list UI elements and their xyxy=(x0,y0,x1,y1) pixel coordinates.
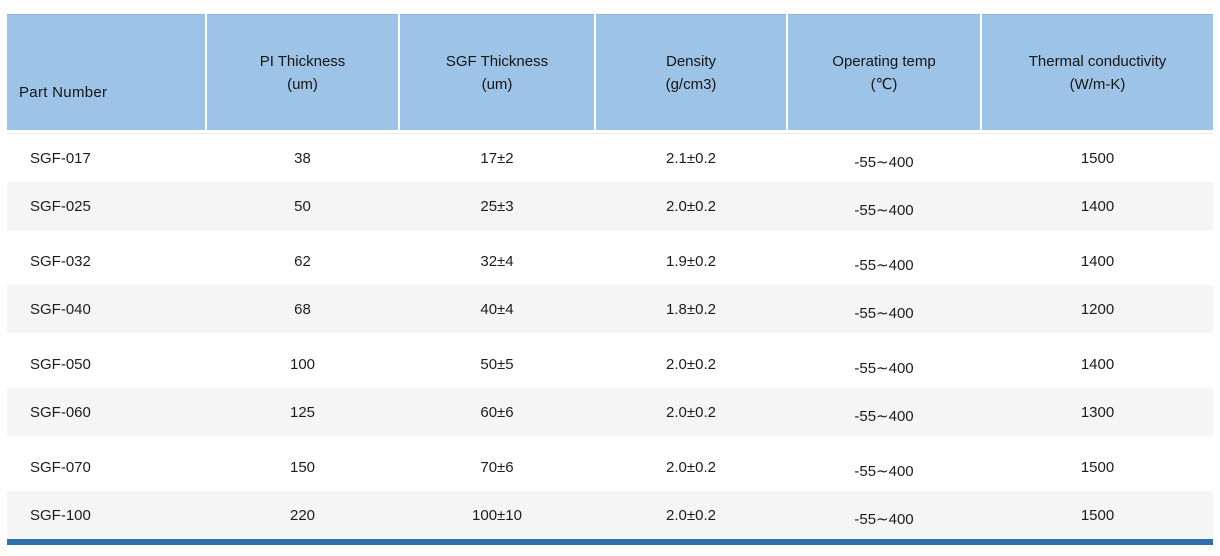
cell-thermal-conductivity: 1200 xyxy=(1080,300,1115,318)
cell-sgf-thickness: 70±6 xyxy=(480,458,514,476)
column-header-label: Density xyxy=(665,52,717,70)
cell-sgf-thickness: 17±2 xyxy=(480,149,514,167)
cell-part-number: SGF-100 xyxy=(30,506,91,524)
cell-density: 2.0±0.2 xyxy=(666,403,716,421)
cell-pi-thickness: 38 xyxy=(294,149,311,167)
column-header-unit: (um) xyxy=(481,75,513,93)
cell-pi-thickness: 62 xyxy=(294,252,311,270)
cell-operating-temp: -55∼400 xyxy=(854,511,914,528)
cell-pi-thickness: 68 xyxy=(294,300,311,318)
column-header-label: Part Number xyxy=(19,84,108,101)
column-header-unit: (W/m-K) xyxy=(1069,75,1126,93)
cell-thermal-conductivity: 1300 xyxy=(1080,403,1115,421)
cell-density: 1.8±0.2 xyxy=(666,300,716,318)
cell-pi-thickness: 50 xyxy=(294,197,311,215)
cell-part-number: SGF-025 xyxy=(30,197,91,215)
column-header-density: Density (g/cm3) xyxy=(596,14,786,130)
table-row: SGF-060 125 60±6 2.0±0.2 -55∼400 1300 xyxy=(7,388,1213,436)
cell-density: 1.9±0.2 xyxy=(666,252,716,270)
spec-table: Part Number PI Thickness (um) SGF Thickn… xyxy=(7,14,1213,545)
table-row: SGF-070 150 70±6 2.0±0.2 -55∼400 1500 xyxy=(7,443,1213,491)
column-header-unit: (g/cm3) xyxy=(665,75,717,93)
cell-thermal-conductivity: 1400 xyxy=(1080,197,1115,215)
cell-density: 2.1±0.2 xyxy=(666,149,716,167)
table-row: SGF-025 50 25±3 2.0±0.2 -55∼400 1400 xyxy=(7,182,1213,230)
cell-density: 2.0±0.2 xyxy=(666,506,716,524)
column-header-label: Thermal conductivity xyxy=(1028,52,1167,70)
cell-sgf-thickness: 40±4 xyxy=(480,300,514,318)
cell-operating-temp: -55∼400 xyxy=(854,202,914,219)
table-bottom-rule xyxy=(7,539,1213,545)
cell-sgf-thickness: 100±10 xyxy=(472,506,522,524)
cell-density: 2.0±0.2 xyxy=(666,355,716,373)
column-header-unit: (℃) xyxy=(870,75,898,93)
column-header-label: SGF Thickness xyxy=(445,52,549,70)
cell-operating-temp: -55∼400 xyxy=(854,360,914,377)
cell-density: 2.0±0.2 xyxy=(666,458,716,476)
cell-sgf-thickness: 60±6 xyxy=(480,403,514,421)
cell-part-number: SGF-017 xyxy=(30,149,91,167)
column-header-thermal-conductivity: Thermal conductivity (W/m-K) xyxy=(982,14,1213,130)
cell-part-number: SGF-060 xyxy=(30,403,91,421)
cell-operating-temp: -55∼400 xyxy=(854,408,914,425)
cell-thermal-conductivity: 1500 xyxy=(1080,506,1115,524)
cell-sgf-thickness: 32±4 xyxy=(480,252,514,270)
cell-sgf-thickness: 25±3 xyxy=(480,197,514,215)
cell-pi-thickness: 100 xyxy=(289,355,316,373)
table-header-row: Part Number PI Thickness (um) SGF Thickn… xyxy=(7,14,1213,130)
cell-thermal-conductivity: 1500 xyxy=(1080,458,1115,476)
cell-pi-thickness: 125 xyxy=(289,403,316,421)
table-row: SGF-017 38 17±2 2.1±0.2 -55∼400 1500 xyxy=(7,134,1213,182)
cell-part-number: SGF-070 xyxy=(30,458,91,476)
column-header-operating-temp: Operating temp (℃) xyxy=(788,14,980,130)
table-row: SGF-050 100 50±5 2.0±0.2 -55∼400 1400 xyxy=(7,340,1213,388)
table-row: SGF-040 68 40±4 1.8±0.2 -55∼400 1200 xyxy=(7,285,1213,333)
row-spacer xyxy=(7,230,1213,237)
column-header-label: PI Thickness xyxy=(259,52,346,70)
cell-operating-temp: -55∼400 xyxy=(854,257,914,274)
cell-density: 2.0±0.2 xyxy=(666,197,716,215)
cell-sgf-thickness: 50±5 xyxy=(480,355,514,373)
cell-thermal-conductivity: 1500 xyxy=(1080,149,1115,167)
column-header-unit: (um) xyxy=(287,75,318,93)
cell-thermal-conductivity: 1400 xyxy=(1080,252,1115,270)
row-spacer xyxy=(7,333,1213,340)
cell-operating-temp: -55∼400 xyxy=(854,154,914,171)
cell-part-number: SGF-050 xyxy=(30,355,91,373)
row-spacer xyxy=(7,436,1213,443)
column-header-sgf-thickness: SGF Thickness (um) xyxy=(400,14,594,130)
cell-part-number: SGF-040 xyxy=(30,300,91,318)
cell-thermal-conductivity: 1400 xyxy=(1080,355,1115,373)
cell-pi-thickness: 150 xyxy=(289,458,316,476)
cell-part-number: SGF-032 xyxy=(30,252,91,270)
column-header-pi-thickness: PI Thickness (um) xyxy=(207,14,398,130)
column-header-label: Operating temp xyxy=(832,52,936,70)
table-row: SGF-100 220 100±10 2.0±0.2 -55∼400 1500 xyxy=(7,491,1213,539)
table-row: SGF-032 62 32±4 1.9±0.2 -55∼400 1400 xyxy=(7,237,1213,285)
column-header-part-number: Part Number xyxy=(7,14,205,130)
table-body: SGF-017 38 17±2 2.1±0.2 -55∼400 1500 SGF… xyxy=(7,133,1213,539)
cell-pi-thickness: 220 xyxy=(289,506,316,524)
cell-operating-temp: -55∼400 xyxy=(854,305,914,322)
cell-operating-temp: -55∼400 xyxy=(854,463,914,480)
